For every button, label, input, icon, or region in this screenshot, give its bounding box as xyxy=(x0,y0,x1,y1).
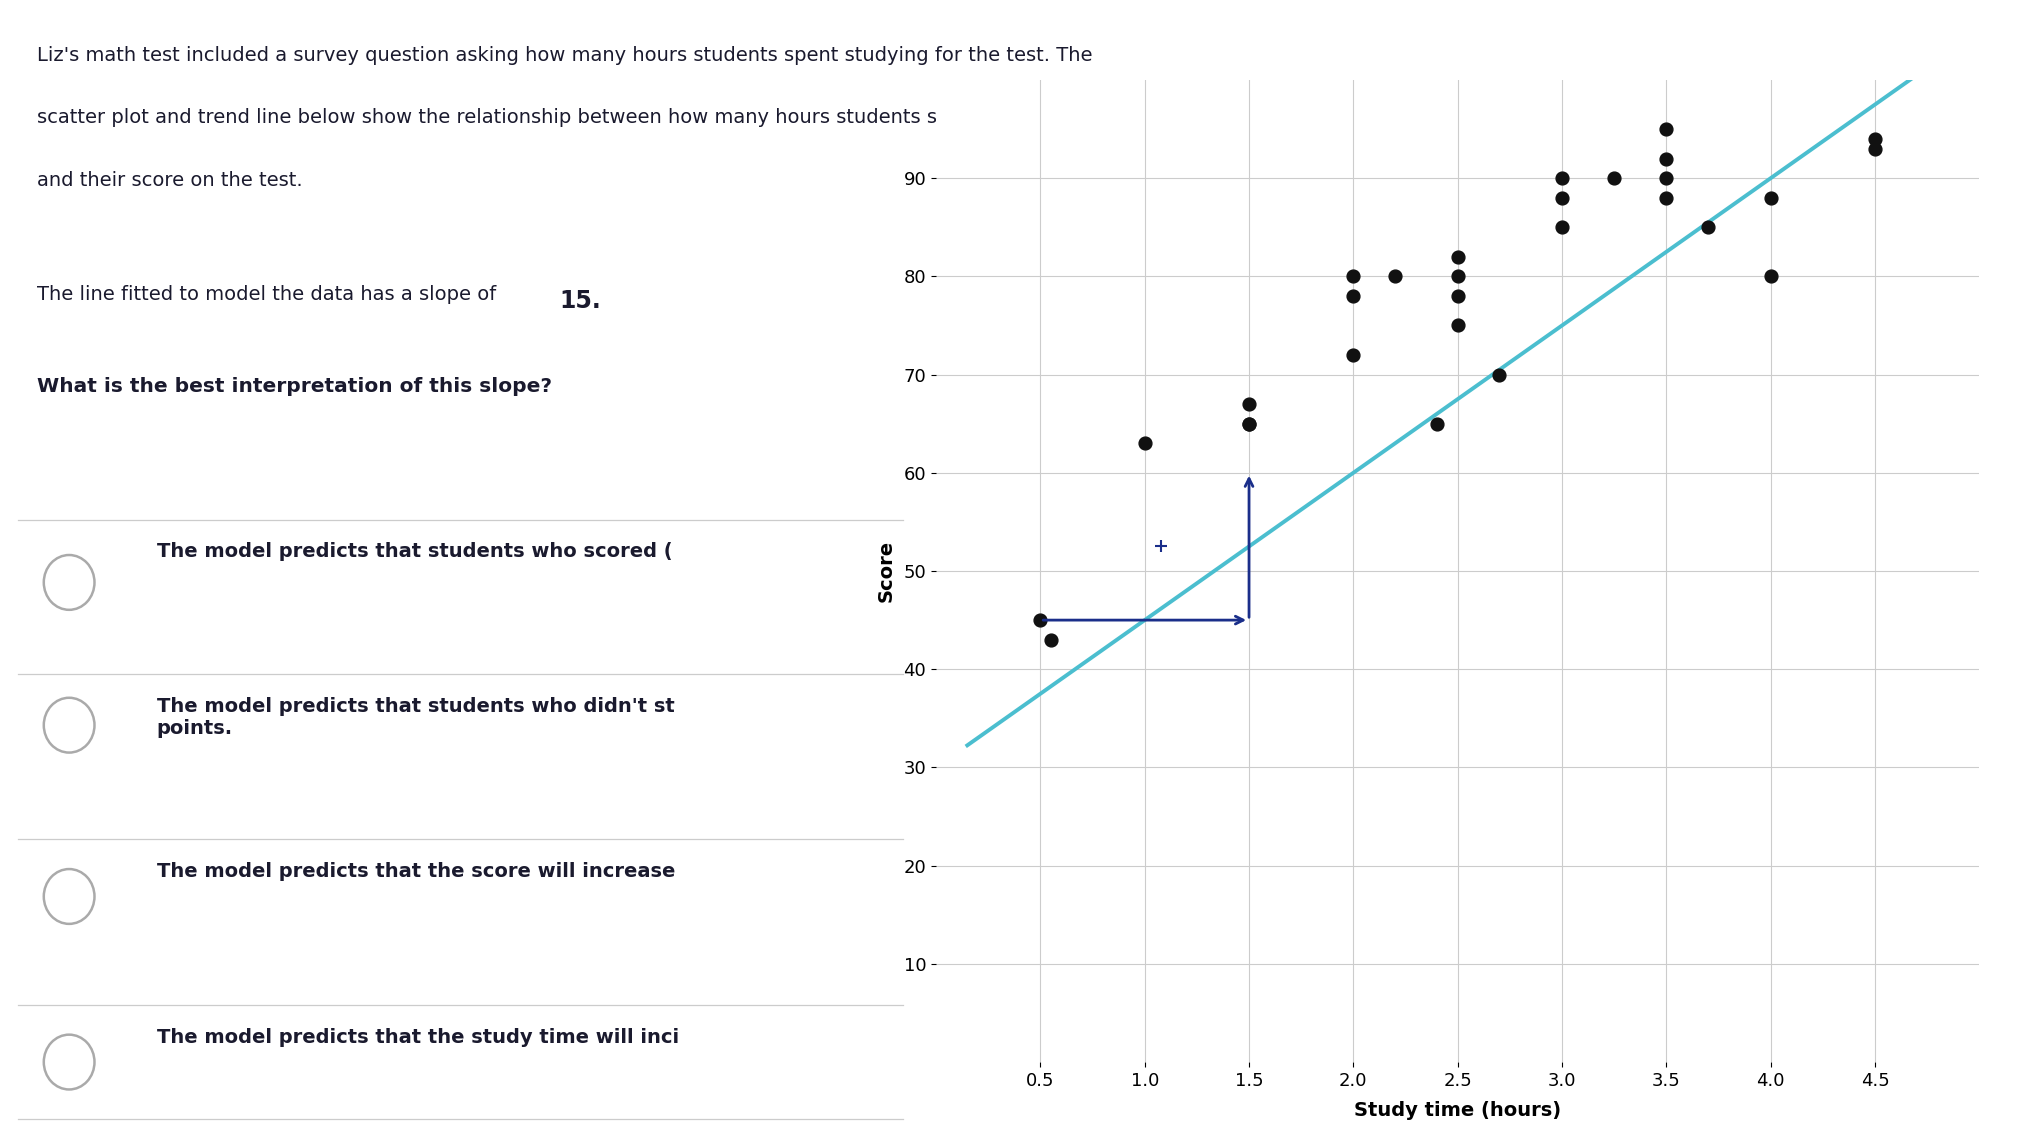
Point xyxy=(1546,218,1578,236)
Text: scatter plot and trend line below show the relationship between how many hours s: scatter plot and trend line below show t… xyxy=(36,108,1072,128)
Y-axis label: Score: Score xyxy=(875,540,895,602)
Point xyxy=(1128,434,1161,452)
Point xyxy=(1420,415,1453,433)
Point xyxy=(1546,188,1578,207)
Point xyxy=(1443,287,1475,305)
Point xyxy=(1443,267,1475,286)
Text: Liz's math test included a survey question asking how many hours students spent : Liz's math test included a survey questi… xyxy=(36,46,1092,65)
Point xyxy=(1025,611,1058,629)
Point xyxy=(1692,218,1724,236)
Text: The model predicts that the score will increase: The model predicts that the score will i… xyxy=(156,862,675,882)
Point xyxy=(1443,248,1475,266)
Point xyxy=(1232,415,1264,433)
Point xyxy=(1651,188,1684,207)
Text: 15.: 15. xyxy=(559,289,602,313)
Text: The line fitted to model the data has a slope of: The line fitted to model the data has a … xyxy=(36,286,502,305)
Point xyxy=(1546,169,1578,187)
Text: What is the best interpretation of this slope?: What is the best interpretation of this … xyxy=(36,377,551,396)
Point xyxy=(1380,267,1412,286)
Point xyxy=(1651,120,1684,138)
Point xyxy=(1035,630,1068,649)
Point xyxy=(1860,139,1892,158)
Text: The model predicts that students who didn't st
points.: The model predicts that students who did… xyxy=(156,697,675,738)
Text: and their score on the test.: and their score on the test. xyxy=(36,171,302,191)
Point xyxy=(1232,395,1264,413)
Text: The model predicts that the study time will inci: The model predicts that the study time w… xyxy=(156,1028,679,1047)
Point xyxy=(1755,267,1787,286)
Text: The model predicts that students who scored (: The model predicts that students who sco… xyxy=(156,542,673,562)
Point xyxy=(1483,365,1515,384)
Point xyxy=(1860,130,1892,148)
Point xyxy=(1337,287,1370,305)
Point xyxy=(1599,169,1631,187)
Point xyxy=(1755,188,1787,207)
Point xyxy=(1337,267,1370,286)
Point xyxy=(1337,346,1370,364)
X-axis label: Study time (hours): Study time (hours) xyxy=(1353,1101,1562,1120)
Point xyxy=(1651,150,1684,168)
Point xyxy=(1232,415,1264,433)
Point xyxy=(1651,169,1684,187)
Point xyxy=(1443,316,1475,335)
